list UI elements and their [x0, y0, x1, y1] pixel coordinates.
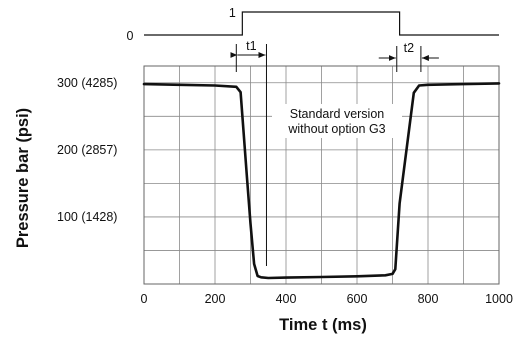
x-tick-label: 400	[276, 292, 297, 306]
series-layer	[142, 82, 501, 280]
y-tick-label: 200 (2857)	[57, 143, 117, 157]
note-line: Standard version	[290, 107, 385, 121]
signal-high-label: 1	[229, 6, 236, 20]
signal-low-label: 0	[127, 29, 134, 43]
note-background	[272, 104, 402, 138]
grid: 0 200 400 600 800 1000 100 (1428) 200 (2857) 300…	[57, 65, 513, 306]
note-line: without option G3	[287, 122, 385, 136]
x-axis-title: Time t (ms)	[279, 316, 367, 334]
pressure-curve	[142, 82, 501, 280]
plot-frame	[143, 65, 500, 285]
t1-label: t1	[246, 39, 256, 53]
t2-label: t2	[404, 41, 414, 55]
control-signal: 01	[127, 6, 499, 43]
y-tick-label: 300 (4285)	[57, 76, 117, 90]
signal-line	[144, 11, 499, 36]
y-tick-label: 100 (1428)	[57, 210, 117, 224]
x-tick-label: 0	[141, 292, 148, 306]
x-tick-label: 800	[418, 292, 439, 306]
x-tick-label: 200	[205, 292, 226, 306]
x-tick-label: 600	[347, 292, 368, 306]
y-axis-title: Pressure bar (psi)	[14, 108, 32, 248]
x-tick-label: 1000	[485, 292, 513, 306]
